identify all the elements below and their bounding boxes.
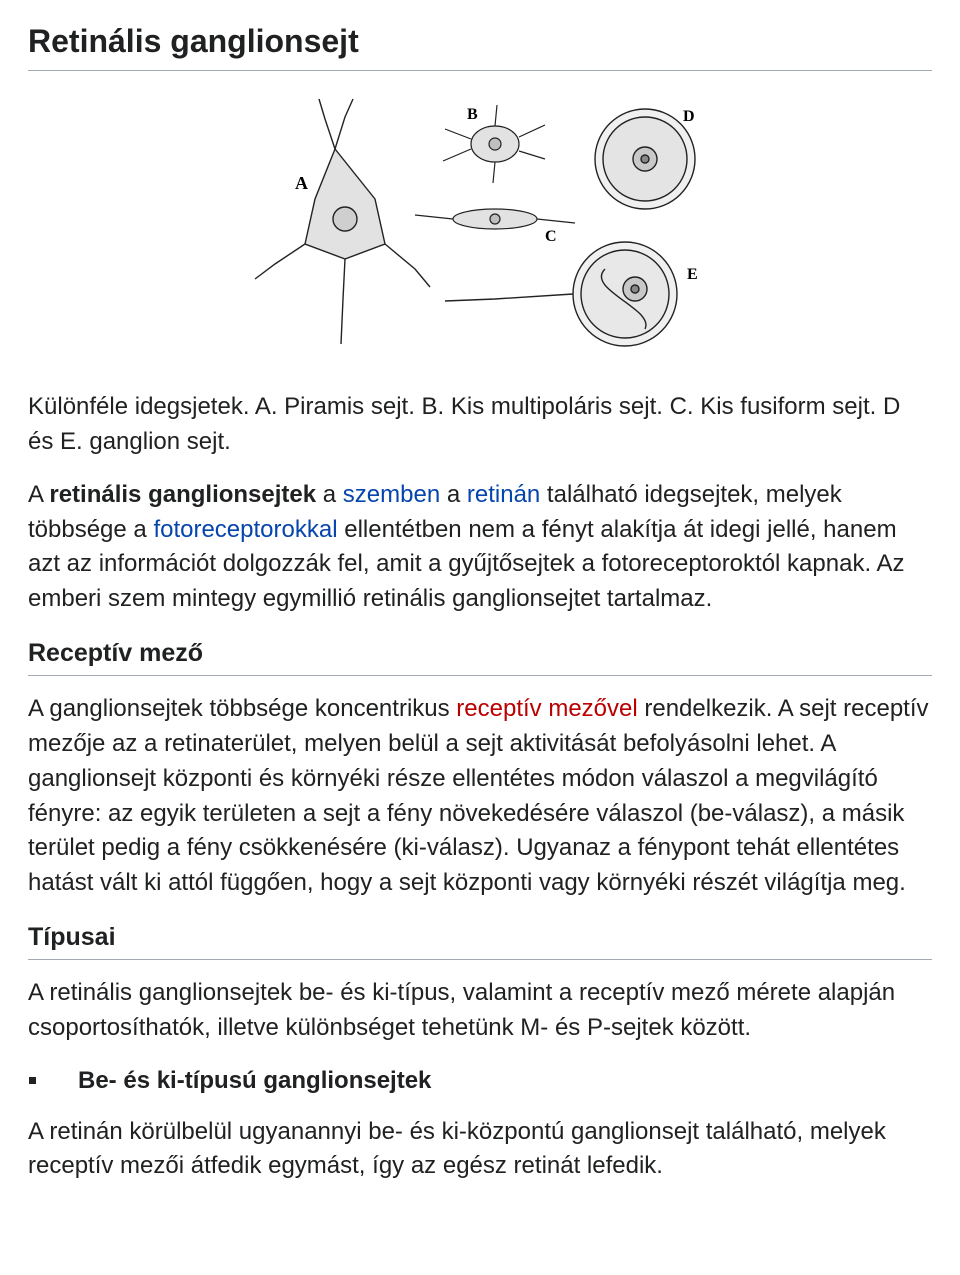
- section1-paragraph: A ganglionsejtek többsége koncentrikus r…: [28, 692, 932, 901]
- label-C: C: [545, 228, 557, 245]
- label-D: D: [683, 108, 695, 125]
- cell-E: [445, 242, 677, 346]
- section-heading-tipusai: Típusai: [28, 919, 932, 960]
- figure-container: A B C D: [28, 89, 932, 370]
- label-B: B: [467, 106, 478, 123]
- intro-text: a: [440, 481, 467, 508]
- types-list: Be- és ki-típusú ganglionsejtek: [28, 1064, 932, 1099]
- cell-C: [415, 209, 575, 229]
- section1-text: rendelkezik. A sejt receptív mezője az a…: [28, 695, 929, 896]
- intro-text: A: [28, 481, 49, 508]
- section1-text: A ganglionsejtek többsége koncentrikus: [28, 695, 456, 722]
- section2-paragraph-2: A retinán körülbelül ugyanannyi be- és k…: [28, 1115, 932, 1185]
- intro-paragraph: A retinális ganglionsejtek a szemben a r…: [28, 478, 932, 617]
- page-content: Retinális ganglionsejt A B: [0, 0, 960, 1242]
- page-title: Retinális ganglionsejt: [28, 18, 932, 71]
- section-heading-receptiv-mezo: Receptív mező: [28, 635, 932, 676]
- figure-svg: A B C D: [245, 89, 715, 359]
- redlink-receptiv-mezovel[interactable]: receptív mezővel: [456, 695, 637, 722]
- cell-D: [595, 109, 695, 209]
- label-E: E: [687, 266, 698, 283]
- link-szemben[interactable]: szemben: [343, 481, 440, 508]
- list-item-be-ki-tipusu: Be- és ki-típusú ganglionsejtek: [50, 1064, 932, 1099]
- cell-A: [255, 99, 430, 344]
- label-A: A: [295, 173, 308, 193]
- link-retinan[interactable]: retinán: [467, 481, 540, 508]
- intro-text: a: [316, 481, 343, 508]
- section2-paragraph-1: A retinális ganglionsejtek be- és ki-típ…: [28, 976, 932, 1046]
- cell-B: [443, 105, 545, 183]
- intro-bold-term: retinális ganglionsejtek: [49, 481, 316, 508]
- link-fotoreceptorokkal[interactable]: fotoreceptorokkal: [153, 516, 337, 543]
- figure-caption: Különféle idegsjetek. A. Piramis sejt. B…: [28, 390, 932, 460]
